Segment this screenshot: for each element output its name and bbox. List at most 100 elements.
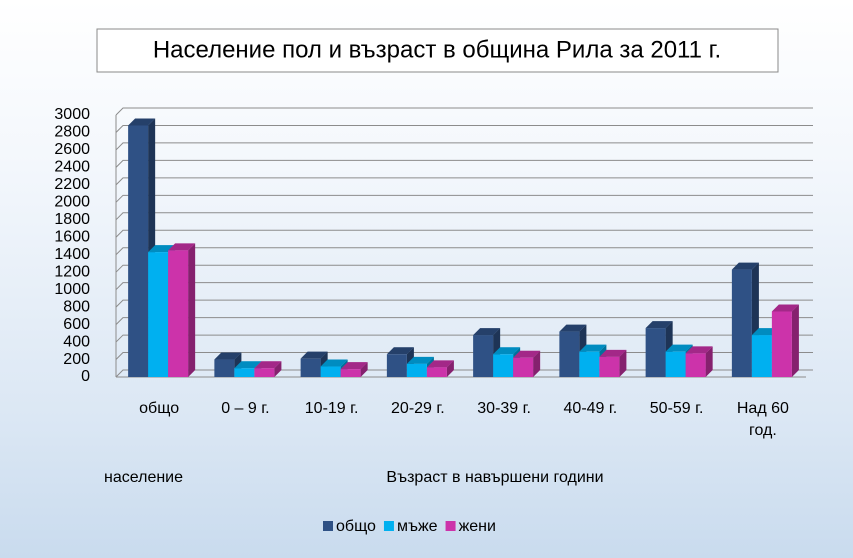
bar-top <box>685 346 713 354</box>
bar-top <box>300 351 328 359</box>
bar-top <box>320 359 348 367</box>
bar-top <box>731 262 759 270</box>
bar-top <box>214 352 242 360</box>
bar-side <box>533 350 541 377</box>
bar-top-shade <box>513 350 541 358</box>
bar-side-shade <box>360 362 368 377</box>
grid-line <box>115 159 813 168</box>
legend-label: мъже <box>397 518 438 535</box>
bar-front <box>234 368 255 377</box>
bar <box>599 349 627 377</box>
bar-top <box>340 362 368 370</box>
bar-top <box>406 356 434 364</box>
x-tick-label: 40-49 г. <box>563 400 618 417</box>
y-tick-label: 2600 <box>54 141 90 158</box>
bar-top-shade <box>426 360 454 368</box>
bar-side <box>791 304 799 377</box>
bar-side-shade <box>274 361 282 377</box>
bar-top-shade <box>386 347 414 355</box>
bar-front <box>320 366 341 377</box>
y-tick-label: 1600 <box>54 228 90 245</box>
bar <box>685 346 713 377</box>
bar-front <box>579 351 600 377</box>
bar-side-shade <box>533 350 541 377</box>
bar-top <box>579 344 607 352</box>
bar-front <box>559 331 580 377</box>
bar-front <box>214 359 235 377</box>
bar-side-shade <box>619 349 627 377</box>
bar-top-shade <box>685 346 713 354</box>
y-tick-label: 2200 <box>54 176 90 193</box>
bar-top-shade <box>340 362 368 370</box>
legend-swatch <box>323 521 333 531</box>
legend-label: жени <box>459 518 496 535</box>
x-tick-label: общо <box>139 400 180 417</box>
bar <box>771 304 799 377</box>
x-tick-label: Над 60 год. <box>736 400 789 439</box>
bar-front <box>386 354 407 377</box>
x-axis-label: Възраст в навършени години <box>386 469 603 486</box>
bar-top <box>234 361 262 369</box>
bar-front <box>645 328 666 377</box>
y-tick-label: 1400 <box>54 246 90 263</box>
bar <box>340 362 368 377</box>
grid-line <box>115 247 813 256</box>
bar-top <box>473 328 501 336</box>
bar-top-shade <box>128 118 156 126</box>
chart-title: Население пол и възраст в община Рила за… <box>153 36 721 63</box>
bar-front <box>685 353 706 377</box>
bar <box>168 243 196 377</box>
bar-top <box>513 350 541 358</box>
bar-top-shade <box>320 359 348 367</box>
bar-front <box>751 335 772 377</box>
bar-top <box>128 118 156 126</box>
grid-line <box>115 264 813 273</box>
x-tick-label: 20-29 г. <box>391 400 445 417</box>
bar-side <box>274 361 282 377</box>
back-wall <box>123 108 813 370</box>
y-tick-label: 400 <box>63 333 90 350</box>
legend-swatch <box>383 521 394 531</box>
grid-line <box>115 194 813 203</box>
y-tick-label: 2800 <box>54 124 90 141</box>
bar-top-shade <box>731 262 759 270</box>
bar-top-shade <box>300 351 328 359</box>
bar-top-shade <box>406 356 434 364</box>
y-tick-label: 2400 <box>54 159 90 176</box>
bar-front <box>493 354 514 377</box>
bar-front <box>473 335 494 377</box>
bar-side-shade <box>791 304 799 377</box>
bar-front <box>426 367 447 377</box>
bar-front <box>300 358 321 377</box>
bar-top-shade <box>665 344 693 352</box>
bar-front <box>771 311 792 377</box>
bar-side <box>360 362 368 377</box>
bar-front <box>665 351 686 377</box>
bar-top-shade <box>473 328 501 336</box>
y-tick-label: 1200 <box>54 263 90 280</box>
y-tick-label: 1000 <box>54 281 90 298</box>
y-tick-label: 200 <box>63 351 90 368</box>
bar-front <box>599 356 620 377</box>
bar-side <box>188 243 196 377</box>
grid-line <box>115 124 813 133</box>
y-tick-label: 600 <box>63 316 90 333</box>
bar-top-shade <box>493 347 521 355</box>
bar-top-shade <box>599 349 627 357</box>
grid-line <box>115 212 813 221</box>
grid-line <box>115 229 813 238</box>
bar-side-shade <box>705 346 713 377</box>
bar <box>513 350 541 377</box>
bar-top <box>771 304 799 312</box>
bar <box>426 360 454 377</box>
x-tick-label: 30-39 г. <box>477 400 531 417</box>
grid-line <box>115 107 813 116</box>
x-tick-label: 50-59 г. <box>649 400 704 417</box>
bar <box>300 351 328 377</box>
bar-top-shade <box>168 243 196 251</box>
y-tick-label: 800 <box>63 298 90 315</box>
y-tick-label: 2000 <box>54 194 90 211</box>
bar-top <box>493 347 521 355</box>
